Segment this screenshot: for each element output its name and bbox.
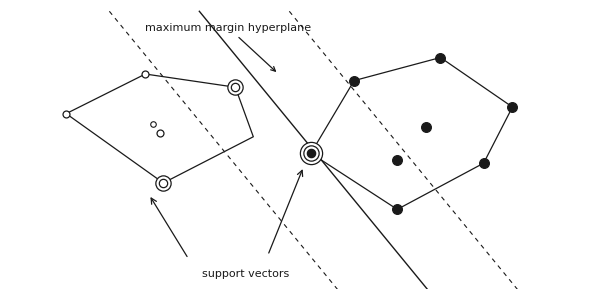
Text: support vectors: support vectors bbox=[202, 269, 290, 279]
Text: maximum margin hyperplane: maximum margin hyperplane bbox=[145, 23, 311, 71]
